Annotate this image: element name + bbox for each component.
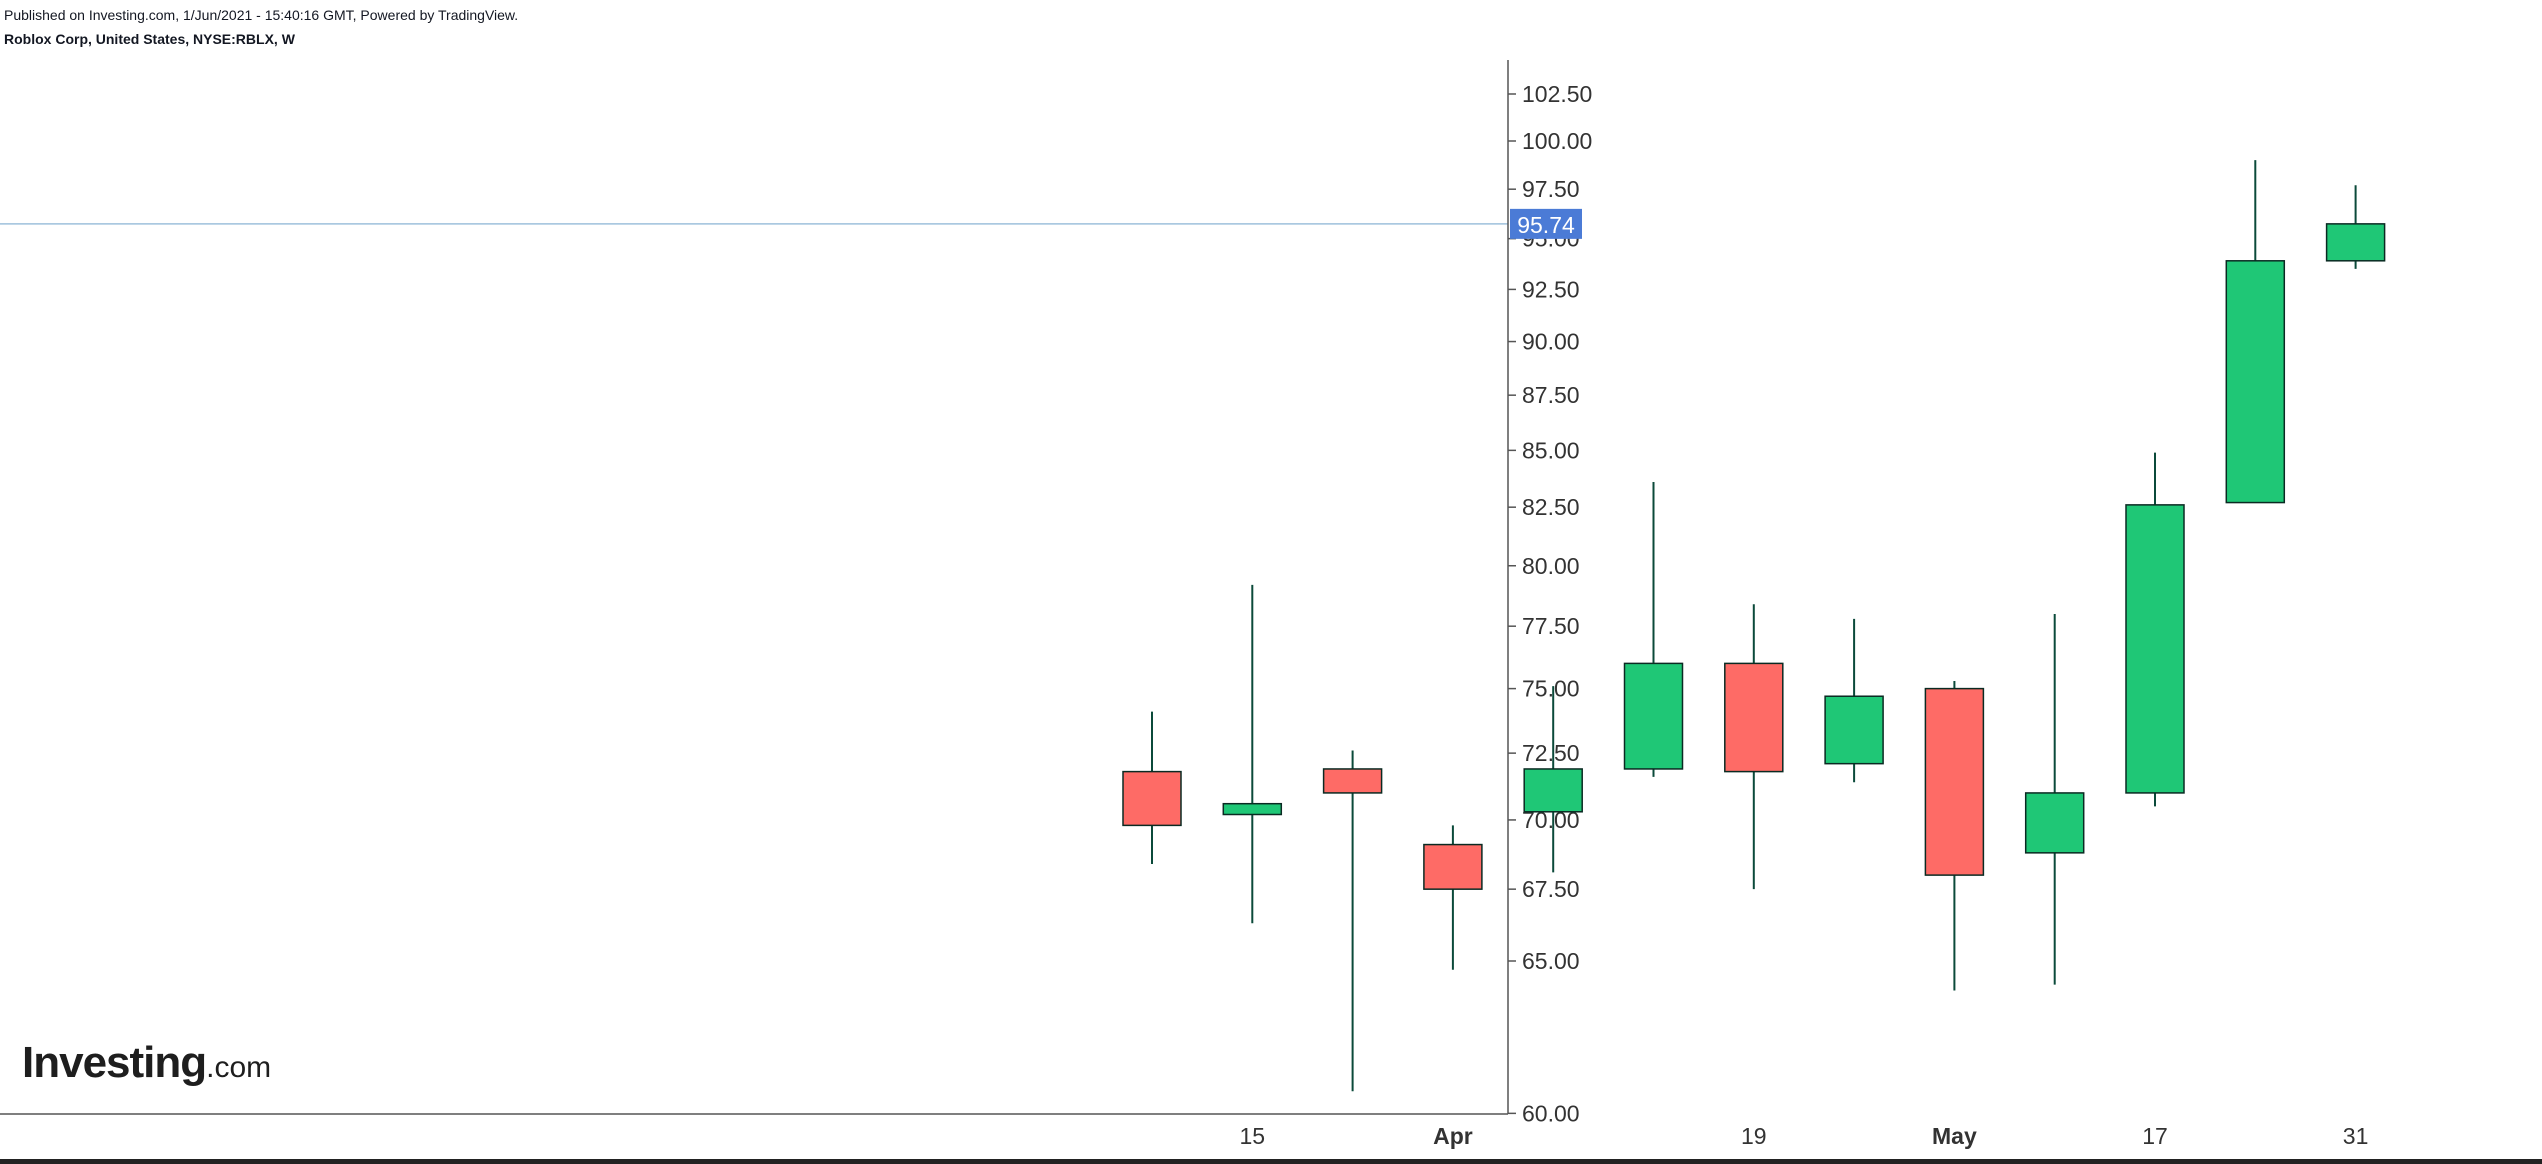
price-tick-label: 77.50 [1522,613,1580,639]
price-tick-label: 82.50 [1522,494,1580,520]
candle [1623,481,1684,777]
candle-body-down [1423,843,1483,890]
published-caption: Published on Investing.com, 1/Jun/2021 -… [4,7,519,23]
price-axis-ticks: 102.50100.0097.5095.0092.5090.0087.5085.… [1508,81,1592,1126]
investing-logo: Investing.com [22,1038,271,1088]
last-price-marker: 95.74 [0,208,1582,239]
candle-body-up [1222,802,1283,816]
candle [1122,711,1182,864]
candle-body-up [1523,768,1583,813]
candle [2225,160,2286,504]
candle [2024,613,2085,985]
price-tick-label: 85.00 [1522,437,1580,463]
candle-body-down [1924,687,1985,876]
candle [1322,750,1383,1092]
candle [1724,604,1784,890]
price-tick-label: 75.00 [1522,676,1580,702]
candle-body-down [1724,662,1784,773]
symbol-title: Roblox Corp, United States, NYSE:RBLX, W [4,31,295,47]
price-tick-label: 100.00 [1522,128,1592,154]
candle-body-up [2225,260,2286,504]
candle-body-down [1322,768,1383,794]
price-tick-label: 72.50 [1522,740,1580,766]
time-axis-label: 19 [1741,1123,1767,1149]
time-axis-label: May [1932,1123,1977,1149]
candle [2125,452,2185,807]
price-tick-label: 60.00 [1522,1100,1580,1126]
candle-body-up [2125,504,2185,794]
time-axis-label: 31 [2343,1123,2369,1149]
logo-tld: .com [206,1051,272,1084]
time-axis-labels: 15 Apr 19 May 17 31 [1240,1123,2369,1149]
candle-body-up [1623,662,1684,770]
time-axis-label: 17 [2142,1123,2168,1149]
price-tick-label: 102.50 [1522,81,1592,107]
time-axis-label: 15 [1240,1123,1266,1149]
last-price-label: 95.74 [1517,212,1575,238]
price-tick-label: 65.00 [1522,948,1580,974]
candle-body-down [1122,770,1182,827]
candles [1122,160,2386,1092]
price-tick-label: 80.00 [1522,553,1580,579]
price-tick-label: 67.50 [1522,876,1580,902]
candle [1423,825,1483,970]
candle [1924,681,1985,991]
candle [1824,618,1884,783]
price-tick-label: 87.50 [1522,382,1580,408]
last-price-badge [1510,208,1582,239]
price-tick-label: 92.50 [1522,276,1580,302]
candle [2325,185,2386,269]
bottom-border [0,1159,2542,1164]
candle [1222,584,1283,924]
price-tick-label: 97.50 [1522,176,1580,202]
candle-body-up [1824,695,1884,765]
candle-body-up [2024,792,2085,854]
price-tick-label: 90.00 [1522,329,1580,355]
candle [1523,686,1583,873]
logo-brand: Investing [22,1038,207,1087]
candle-body-up [2325,223,2386,262]
time-axis-label: Apr [1433,1123,1473,1149]
